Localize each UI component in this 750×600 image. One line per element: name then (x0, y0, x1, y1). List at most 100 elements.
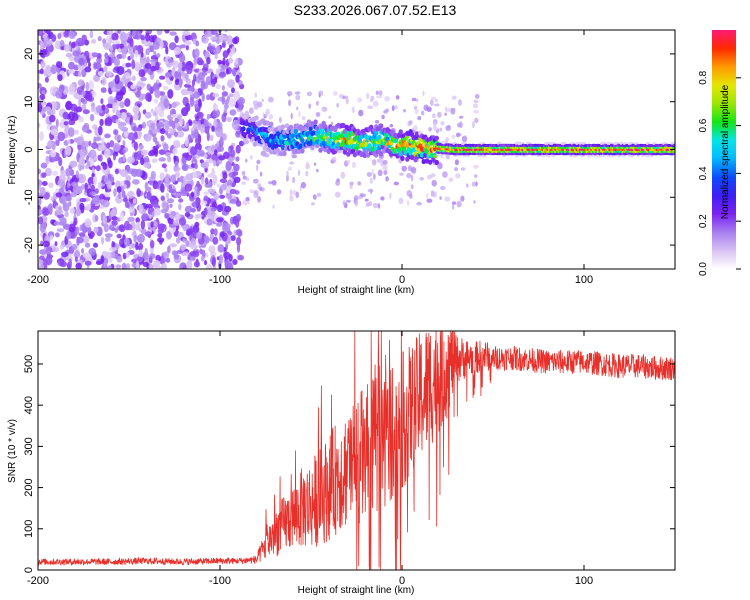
noise-cell (119, 101, 125, 109)
noise-cell (466, 183, 469, 188)
noise-cell (93, 226, 99, 234)
colorbar-tick-label: 0.0 (698, 262, 709, 276)
noise-cell (141, 213, 149, 221)
noise-cell (237, 254, 245, 261)
noise-cell (292, 176, 296, 184)
noise-cell (279, 116, 282, 123)
noise-cell (357, 97, 363, 103)
noise-cell (124, 201, 130, 208)
noise-cell (132, 113, 139, 121)
noise-cell (212, 174, 218, 185)
noise-cell (315, 112, 321, 117)
y-tick-label: 100 (23, 520, 35, 538)
noise-cell (257, 196, 261, 203)
noise-cell (121, 262, 127, 269)
noise-cell (166, 63, 173, 68)
noise-cell (411, 97, 417, 102)
noise-cell (444, 196, 451, 202)
noise-cell (144, 181, 149, 192)
noise-cell (150, 221, 154, 228)
noise-cell (460, 195, 465, 202)
noise-cell (159, 172, 165, 181)
noise-cell (176, 130, 185, 138)
noise-cell (166, 155, 172, 163)
noise-cell (97, 70, 104, 77)
noise-cell (162, 85, 169, 90)
noise-cell (171, 102, 177, 109)
noise-cell (210, 207, 217, 212)
noise-cell (185, 45, 189, 51)
noise-cell (127, 216, 135, 222)
noise-cell (417, 116, 422, 121)
noise-cell (115, 264, 122, 269)
noise-cell (226, 116, 232, 123)
noise-cell (194, 221, 200, 228)
noise-cell (190, 130, 195, 140)
noise-cell (472, 103, 479, 109)
noise-cell (170, 174, 177, 183)
noise-cell (90, 39, 97, 44)
noise-cell (135, 217, 140, 224)
noise-cell (395, 95, 400, 100)
noise-cell (237, 103, 244, 111)
noise-cell (357, 181, 362, 186)
noise-cell (180, 244, 187, 251)
noise-cell (81, 124, 90, 133)
noise-cell (231, 87, 235, 94)
noise-cell (80, 248, 85, 254)
noise-cell (130, 53, 135, 60)
noise-cell (168, 188, 176, 194)
noise-cell (394, 105, 398, 110)
noise-cell (295, 94, 301, 101)
noise-cell (385, 176, 389, 182)
noise-cell (231, 46, 236, 55)
noise-cell (196, 180, 200, 188)
noise-cell (203, 207, 208, 216)
noise-cell (157, 228, 164, 234)
noise-cell (91, 173, 95, 178)
noise-cell (117, 121, 125, 130)
noise-cell (252, 100, 259, 106)
noise-cell (108, 53, 116, 58)
noise-cell (289, 188, 293, 196)
ridge-cell (421, 158, 426, 165)
noise-cell (290, 112, 293, 120)
figure-title: S233.2026.067.07.52.E13 (293, 2, 457, 18)
noise-cell (88, 61, 91, 68)
noise-cell (102, 38, 107, 44)
noise-cell (153, 98, 159, 104)
noise-cell (365, 202, 370, 207)
noise-cell (107, 95, 115, 106)
noise-cell (328, 115, 332, 119)
noise-cell (295, 191, 300, 199)
noise-cell (206, 56, 211, 65)
noise-cell (150, 170, 156, 180)
noise-cell (298, 110, 301, 118)
snr-x-ticks: -200 -100 0 100 (27, 331, 593, 587)
noise-cell (305, 170, 309, 177)
noise-cell (213, 159, 217, 167)
noise-cell (114, 74, 120, 85)
noise-cell (134, 62, 142, 72)
noise-cell (445, 153, 450, 160)
noise-cell (159, 40, 164, 50)
noise-cell (233, 90, 240, 101)
noise-cell (106, 142, 111, 149)
noise-cell (193, 261, 200, 268)
noise-cell (134, 30, 142, 40)
ridge-cell (369, 124, 374, 130)
noise-cell (173, 46, 182, 56)
noise-cell (126, 165, 130, 172)
noise-cell (60, 169, 66, 179)
noise-cell (409, 193, 413, 199)
noise-cell (219, 231, 225, 238)
noise-cell (155, 183, 160, 189)
noise-cell (165, 152, 171, 157)
noise-cell (384, 96, 390, 102)
noise-cell (164, 177, 171, 188)
noise-cell (103, 223, 109, 233)
noise-cell (39, 131, 44, 141)
noise-cell (172, 60, 180, 69)
ridge-cell (244, 139, 249, 145)
